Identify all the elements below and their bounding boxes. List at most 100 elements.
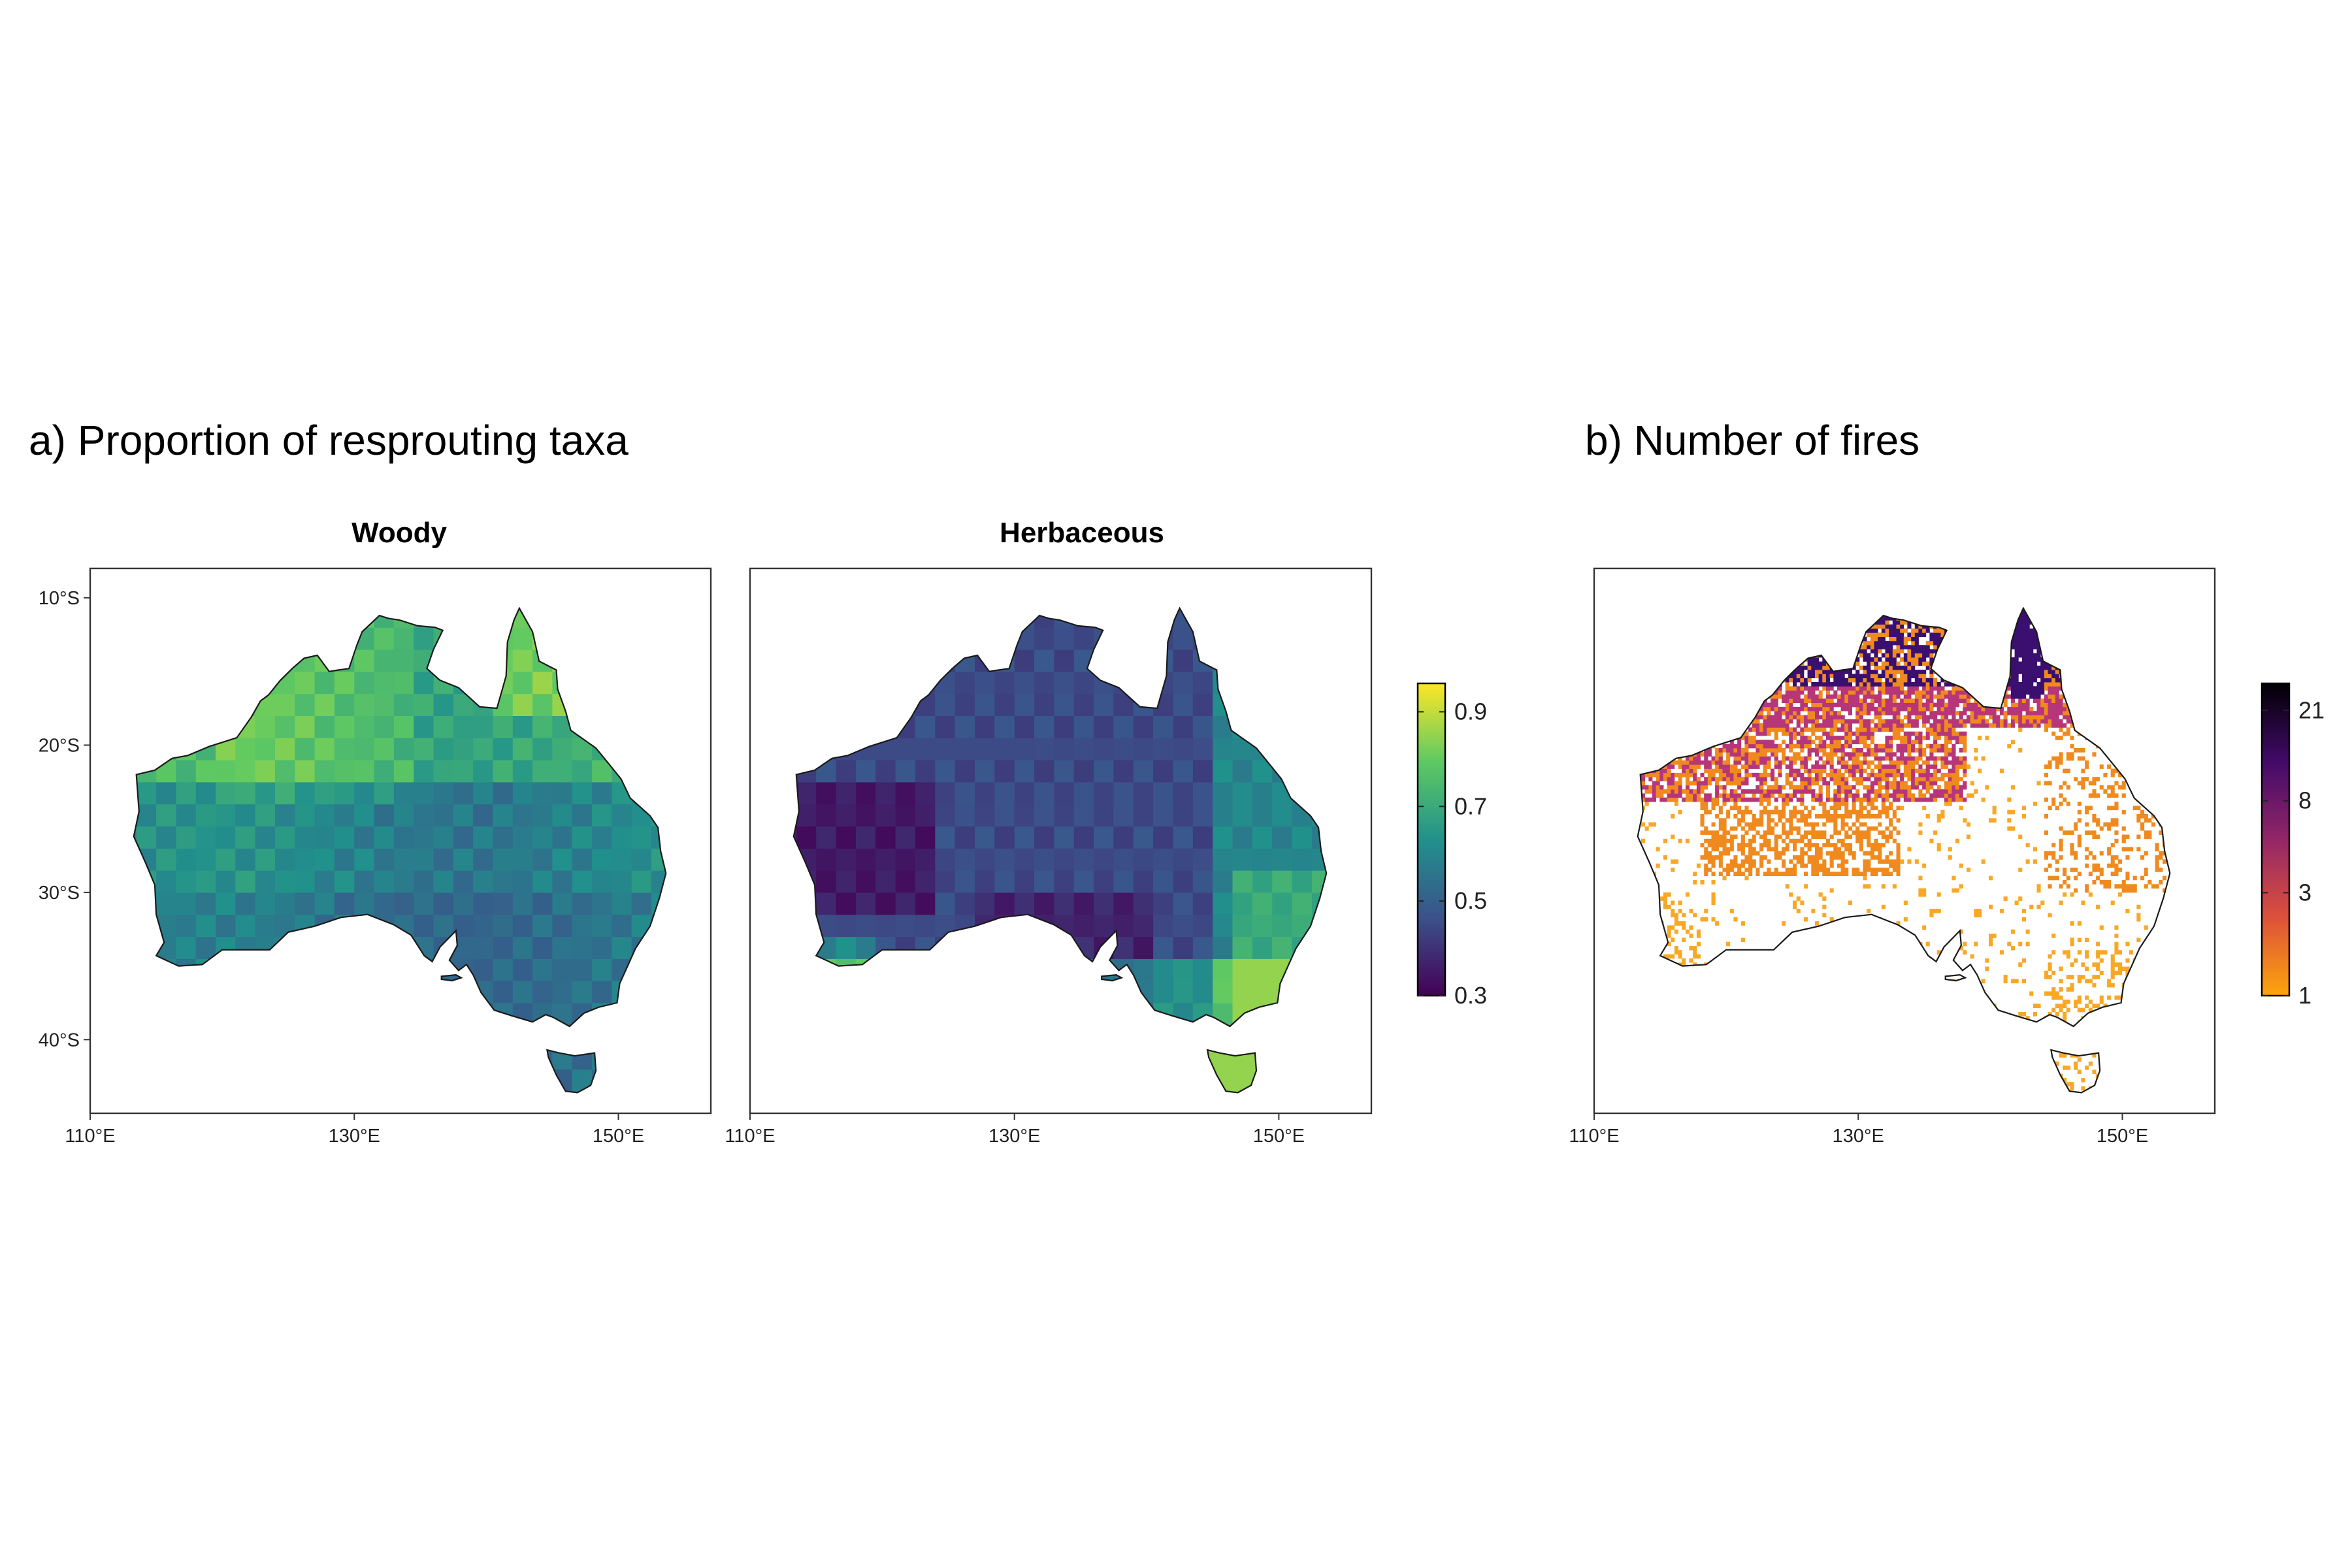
fire-pixel — [1811, 731, 1816, 736]
raster-cell — [1252, 981, 1273, 1004]
raster-cell — [334, 781, 355, 805]
fire-pixel — [1674, 917, 1678, 922]
fire-pixel — [1793, 793, 1797, 798]
fire-pixel — [1778, 715, 1782, 720]
fire-pixel — [1748, 826, 1753, 831]
fire-pixel — [1863, 690, 1867, 695]
raster-cell — [915, 826, 936, 849]
fire-pixel — [1852, 719, 1856, 724]
fire-pixel — [1729, 768, 1734, 774]
fire-pixel — [1659, 797, 1664, 802]
raster-cell — [552, 914, 573, 938]
fire-pixel — [1737, 768, 1742, 774]
fire-pixel — [1855, 748, 1860, 753]
raster-cell — [1034, 826, 1054, 849]
fire-pixel — [1763, 809, 1767, 815]
fire-pixel — [1740, 793, 1745, 798]
fire-pixel — [1844, 777, 1849, 781]
fire-pixel — [1652, 781, 1656, 786]
fire-pixel — [1737, 760, 1742, 765]
fire-pixel — [1778, 748, 1782, 753]
raster-cell — [955, 870, 975, 893]
raster-cell — [1094, 715, 1115, 738]
raster-cell — [1034, 804, 1054, 826]
fire-pixel — [1815, 711, 1820, 715]
raster-cell — [512, 958, 533, 981]
fire-pixel — [1844, 785, 1849, 790]
fire-pixel — [1859, 645, 1863, 649]
fire-pixel — [1840, 719, 1845, 724]
raster-cell — [493, 715, 514, 738]
fire-pixel — [1767, 715, 1771, 720]
fire-pixel — [1689, 925, 1693, 930]
raster-cell — [955, 848, 975, 871]
fire-pixel — [1844, 830, 1849, 835]
raster-cell — [975, 760, 995, 783]
fire-pixel — [1722, 743, 1727, 749]
fire-pixel — [1825, 789, 1830, 794]
fire-pixel — [1793, 843, 1797, 847]
fire-pixel — [1700, 789, 1705, 794]
fire-pixel — [1763, 752, 1767, 757]
fire-pixel — [1867, 909, 1871, 913]
fire-pixel — [1752, 859, 1756, 864]
raster-cell — [1073, 870, 1094, 893]
fire-pixel — [1771, 768, 1775, 774]
raster-cell — [354, 892, 375, 915]
fire-pixel — [1870, 694, 1874, 699]
fire-pixel — [1840, 822, 1845, 827]
fire-pixel — [1855, 793, 1860, 798]
fire-pixel — [1759, 715, 1764, 720]
fire-pixel — [1859, 706, 1863, 711]
raster-cell — [493, 804, 514, 826]
raster-cell — [592, 804, 612, 826]
fire-pixel — [1837, 743, 1841, 749]
fire-pixel — [1696, 954, 1701, 959]
fire-pixel — [1844, 797, 1849, 802]
fire-pixel — [1829, 752, 1834, 757]
fire-pixel — [1844, 752, 1849, 757]
fire-pixel — [1796, 909, 1801, 913]
fire-pixel — [1693, 756, 1697, 761]
fire-pixel — [1671, 925, 1675, 930]
fire-pixel — [1867, 678, 1871, 683]
fire-pixel — [1693, 913, 1697, 918]
raster-cell — [374, 848, 395, 871]
fire-pixel — [1752, 797, 1756, 802]
fire-pixel — [1867, 814, 1871, 819]
fire-pixel — [1822, 682, 1827, 687]
fire-pixel — [1855, 719, 1860, 724]
fire-pixel — [1815, 797, 1820, 802]
raster-cell — [255, 826, 276, 849]
fire-pixel — [1767, 859, 1771, 864]
fire-pixel — [1815, 764, 1820, 769]
fire-pixel — [1659, 793, 1664, 798]
raster-cell — [1213, 804, 1233, 826]
raster-cell — [1153, 826, 1174, 849]
fire-pixel — [1733, 768, 1738, 774]
fire-pixel — [1789, 793, 1793, 798]
raster-cell — [1232, 804, 1253, 826]
fire-pixel — [1822, 661, 1827, 666]
fire-pixel — [1774, 789, 1778, 794]
fire-pixel — [1825, 674, 1830, 679]
raster-cell — [1153, 715, 1174, 738]
fire-pixel — [1774, 809, 1778, 815]
fire-pixel — [1844, 843, 1849, 847]
fire-pixel — [1863, 657, 1867, 662]
fire-pixel — [1840, 748, 1845, 753]
fire-pixel — [1811, 797, 1816, 802]
fire-pixel — [1807, 781, 1812, 786]
fire-pixel — [1844, 702, 1849, 708]
raster-cell — [552, 848, 573, 871]
fire-pixel — [1811, 834, 1816, 840]
raster-cell — [493, 848, 514, 871]
fire-pixel — [1756, 740, 1760, 745]
fire-pixel — [1807, 727, 1812, 732]
fire-pixel — [1711, 863, 1716, 868]
fire-pixel — [1667, 781, 1671, 786]
fire-pixel — [1793, 785, 1797, 790]
raster-cell — [1252, 826, 1273, 849]
fire-pixel — [1807, 772, 1812, 777]
fire-pixel — [1711, 847, 1716, 852]
